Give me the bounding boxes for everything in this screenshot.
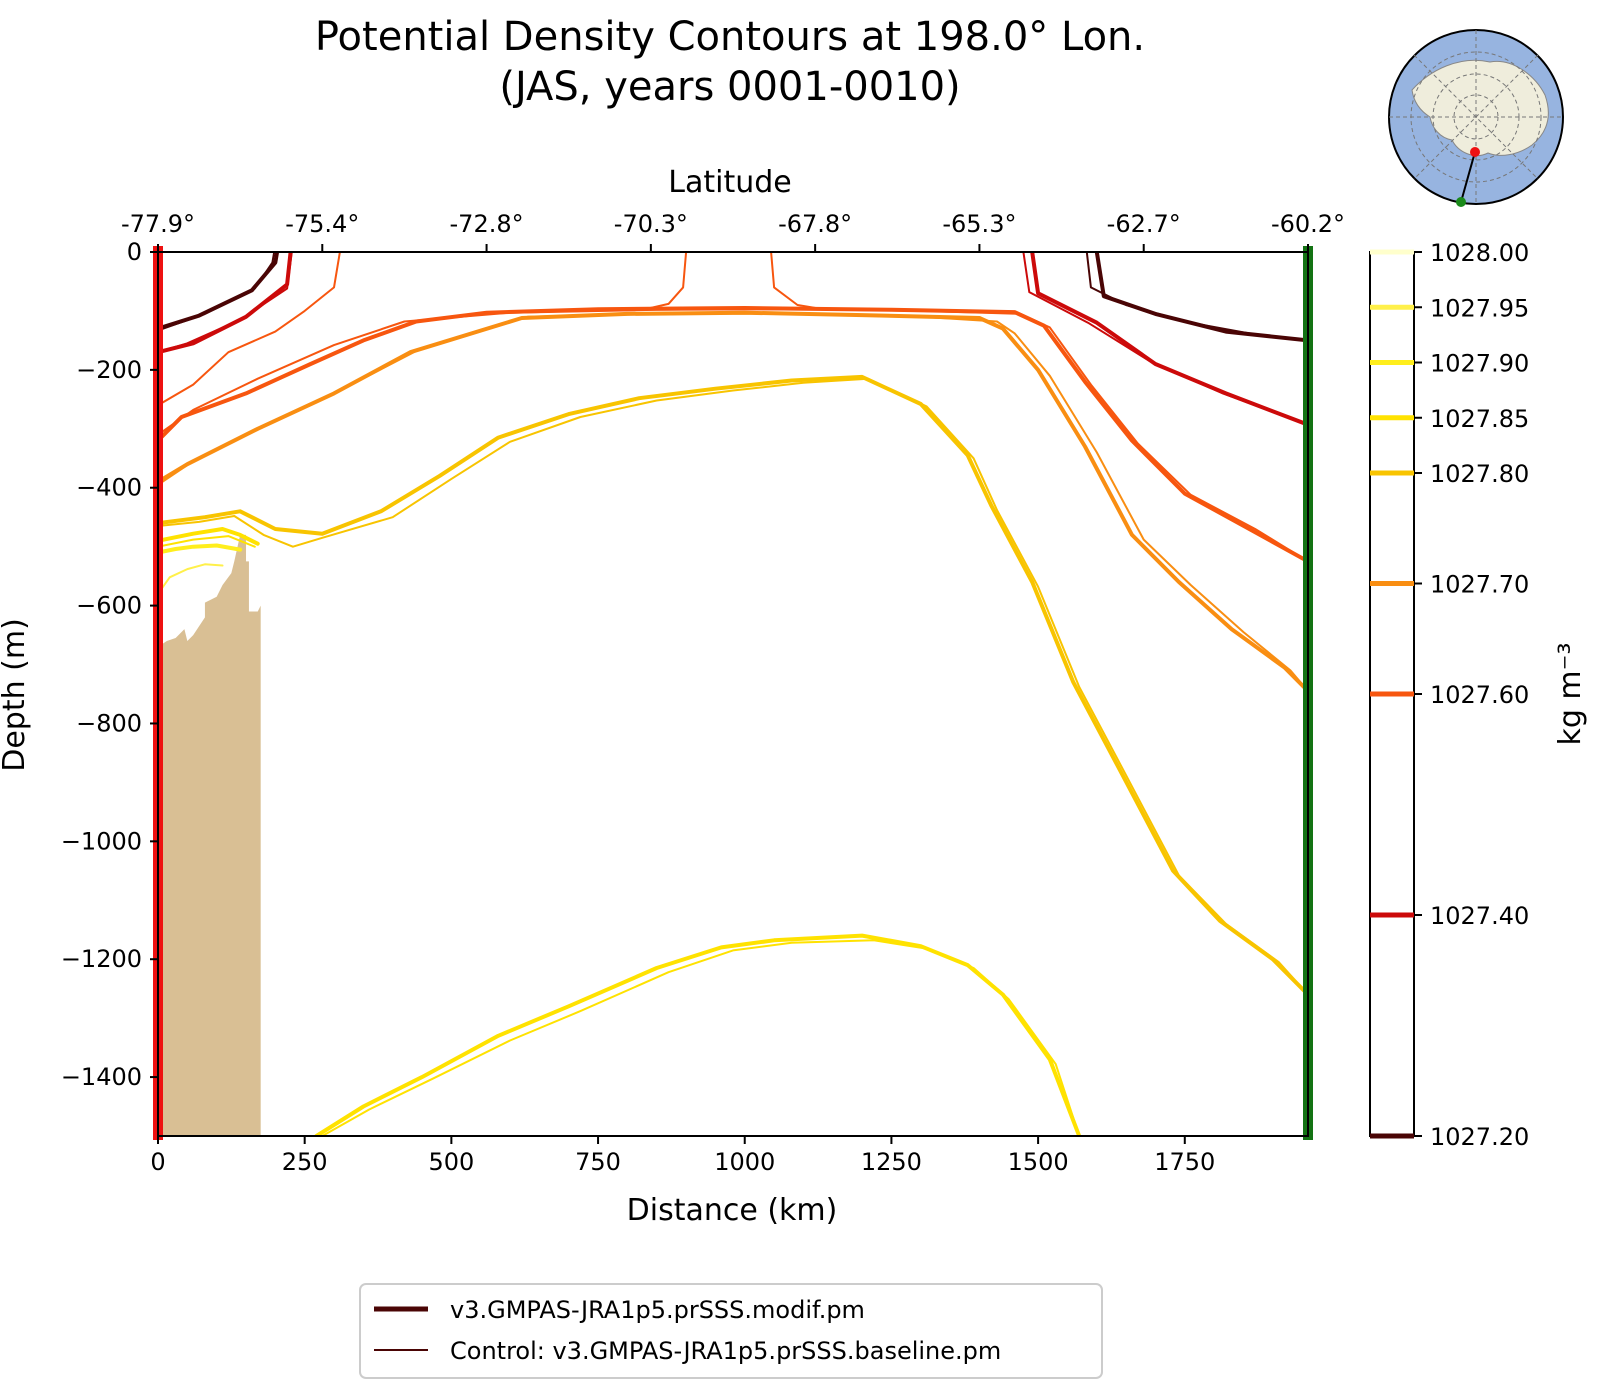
chart-title: Potential Density Contours at 198.0° Lon… <box>315 14 1145 60</box>
contour-1027-85-control-1 <box>321 939 1081 1136</box>
colorbar-tick-label: 1027.90 <box>1430 350 1529 378</box>
y-tick-label: −1000 <box>61 827 142 855</box>
inset-section-start-marker <box>1470 147 1480 157</box>
x-tick-label: 1500 <box>1008 1148 1069 1176</box>
contour-1027-6-control-0 <box>158 308 1308 563</box>
contour-1027-2-modif-1 <box>1094 252 1308 343</box>
lat-tick-label: -62.7° <box>1107 210 1181 238</box>
chart-subtitle: (JAS, years 0001-0010) <box>499 64 960 110</box>
contour-1027-95-control-0 <box>158 563 224 595</box>
contour-1027-85-modif-0 <box>158 527 260 546</box>
colorbar-tick-label: 1027.70 <box>1430 571 1529 599</box>
lat-tick-label: -65.3° <box>942 210 1016 238</box>
legend-label-modif: v3.GMPAS-JRA1p5.prSSS.modif.pm <box>450 1296 865 1324</box>
inset-graticule <box>1389 30 1563 204</box>
y-tick-label: 0 <box>127 238 142 266</box>
x-tick-label: 1250 <box>861 1148 922 1176</box>
colorbar-tick-label: 1027.60 <box>1430 681 1529 709</box>
y-tick-label: −400 <box>76 474 142 502</box>
colorbar-tick-label: 1027.85 <box>1430 405 1529 433</box>
x-tick-label: 500 <box>428 1148 474 1176</box>
colorbar-tick-label: 1027.40 <box>1430 902 1529 930</box>
plot-area: 0 250 500 750 1000 1250 1500 1750 0 −200 −400 −600… <box>61 210 1345 1176</box>
colorbar-label: kg m⁻³ <box>1553 642 1588 745</box>
contour-1027-7-modif-0 <box>158 310 1308 694</box>
inset-location-map <box>1388 29 1564 207</box>
x-tick-label: 1750 <box>1154 1148 1215 1176</box>
contour-1027-4-control-1 <box>1022 252 1308 426</box>
contour-1027-6-modif-0 <box>158 306 1308 564</box>
inset-section-end-marker <box>1456 197 1466 207</box>
contour-1027-2-modif-0 <box>158 252 280 331</box>
contour-1027-4-modif-1 <box>1030 252 1308 427</box>
contour-1027-6-control-2 <box>158 252 341 407</box>
contour-1027-9-modif-0 <box>158 543 243 555</box>
contour-1027-8-modif-0 <box>158 374 1308 997</box>
y-tick-label: −1400 <box>61 1063 142 1091</box>
y-tick-label: −1200 <box>61 945 142 973</box>
contour-1027-6-control-1 <box>770 252 828 311</box>
contour-lines <box>158 252 1308 1136</box>
section-boundaries <box>153 246 1313 1140</box>
legend-label-control: Control: v3.GMPAS-JRA1p5.prSSS.baseline.… <box>450 1337 1001 1365</box>
contour-1027-85-control-0 <box>158 535 256 548</box>
contour-1027-4-control-0 <box>158 252 293 354</box>
contour-1027-85-modif-1 <box>314 933 1082 1136</box>
x-tick-label: 1000 <box>714 1148 775 1176</box>
contour-1027-7-control-0 <box>158 312 1308 693</box>
x-tick-label: 750 <box>575 1148 621 1176</box>
y-tick-label: −800 <box>76 709 142 737</box>
x-tick-label: 250 <box>282 1148 328 1176</box>
x-axis-label: Distance (km) <box>627 1193 838 1228</box>
antarctica-landmass <box>1411 59 1549 157</box>
y-tick-label: −600 <box>76 592 142 620</box>
lat-tick-label: -75.4° <box>285 210 359 238</box>
x-axis-ticks: 0 250 500 750 1000 1250 1500 1750 <box>150 1136 1215 1176</box>
y-tick-label: −200 <box>76 356 142 384</box>
colorbar: 1028.00 1027.95 1027.90 1027.85 1027.80 1027.… <box>1369 239 1588 1151</box>
contour-1027-2-control-0 <box>158 252 276 332</box>
lat-tick-label: -67.8° <box>778 210 852 238</box>
lat-tick-label: -70.3° <box>614 210 688 238</box>
inset-section-line <box>1460 151 1476 203</box>
contour-1027-6-control-0 <box>644 252 688 311</box>
plot-frame <box>157 251 1309 1137</box>
colorbar-tick-label: 1027.80 <box>1430 460 1529 488</box>
latitude-axis-ticks: -77.9° -75.4° -72.8° -70.3° -67.8° -65.3° -62.… <box>121 210 1345 252</box>
contour-1027-2-control-1 <box>1085 252 1308 342</box>
bathymetry-fill <box>158 534 261 1136</box>
legend: v3.GMPAS-JRA1p5.prSSS.modif.pm Control: … <box>359 1283 1103 1379</box>
y-axis-ticks: 0 −200 −400 −600 −800 −1000 −1200 −1400 <box>61 238 158 1091</box>
contour-1027-8-control-0 <box>158 377 1308 996</box>
x-tick-label: 0 <box>150 1148 165 1176</box>
colorbar-ticks: 1028.00 1027.95 1027.90 1027.85 1027.80 1027.… <box>1370 239 1529 1151</box>
y-axis-label: Depth (m) <box>0 618 32 772</box>
colorbar-tick-label: 1028.00 <box>1430 239 1529 267</box>
colorbar-tick-label: 1027.95 <box>1430 294 1529 322</box>
lat-tick-label: -60.2° <box>1271 210 1345 238</box>
legend-box <box>359 1283 1103 1379</box>
lat-tick-label: -77.9° <box>121 210 195 238</box>
colorbar-tick-label: 1027.20 <box>1430 1123 1529 1151</box>
lat-tick-label: -72.8° <box>450 210 524 238</box>
top-axis-label: Latitude <box>668 165 791 200</box>
